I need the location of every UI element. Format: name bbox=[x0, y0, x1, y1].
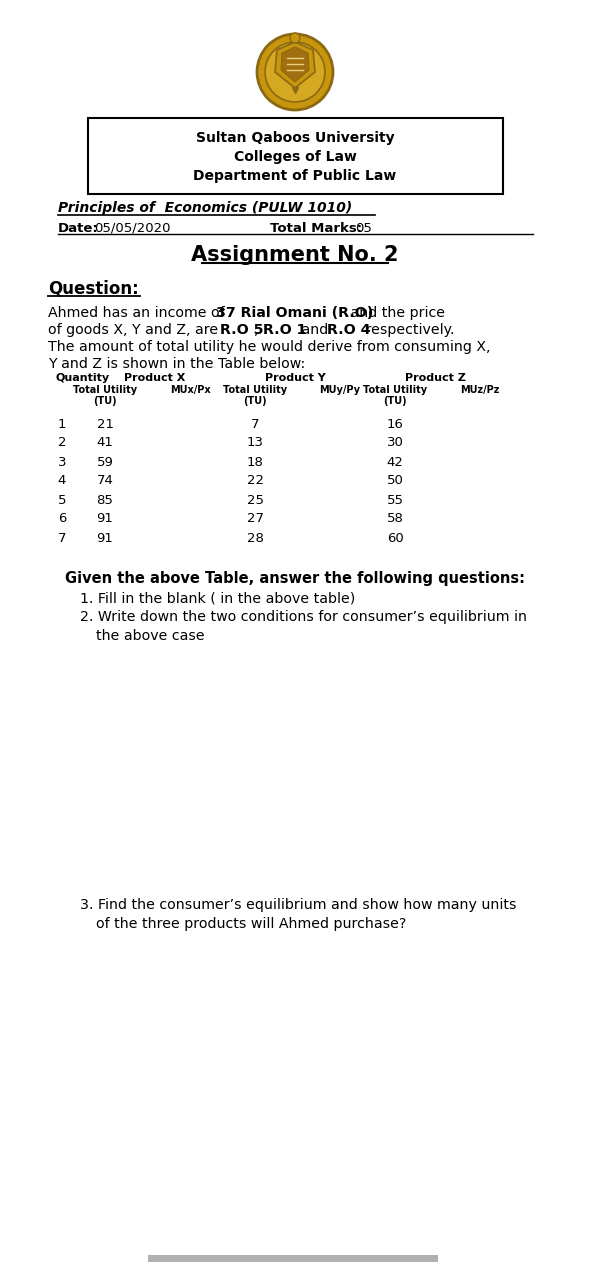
Text: 55: 55 bbox=[387, 494, 404, 507]
Text: 42: 42 bbox=[387, 456, 404, 468]
Text: 2. Write down the two conditions for consumer’s equilibrium in: 2. Write down the two conditions for con… bbox=[80, 611, 527, 623]
Text: and: and bbox=[297, 323, 333, 337]
Text: MUy/Py: MUy/Py bbox=[320, 385, 361, 396]
Text: 18: 18 bbox=[246, 456, 264, 468]
Text: R.O 5: R.O 5 bbox=[220, 323, 264, 337]
Text: 3. Find the consumer’s equilibrium and show how many units: 3. Find the consumer’s equilibrium and s… bbox=[80, 899, 517, 911]
Text: Total Utility: Total Utility bbox=[363, 385, 427, 396]
Text: 41: 41 bbox=[96, 436, 113, 449]
Text: 05/05/2020: 05/05/2020 bbox=[94, 221, 170, 234]
Text: 7: 7 bbox=[58, 531, 66, 544]
Text: 91: 91 bbox=[96, 512, 113, 526]
Text: 30: 30 bbox=[387, 436, 404, 449]
Bar bbox=[148, 1254, 438, 1262]
Polygon shape bbox=[281, 47, 309, 82]
Text: Ahmed has an income of: Ahmed has an income of bbox=[48, 306, 229, 320]
Text: The amount of total utility he would derive from consuming X,: The amount of total utility he would der… bbox=[48, 340, 491, 355]
Text: 7: 7 bbox=[251, 417, 259, 430]
Text: 60: 60 bbox=[387, 531, 404, 544]
Text: respectively.: respectively. bbox=[361, 323, 454, 337]
Text: MUz/Pz: MUz/Pz bbox=[460, 385, 499, 396]
Text: 27: 27 bbox=[246, 512, 264, 526]
Text: Department of Public Law: Department of Public Law bbox=[193, 169, 397, 183]
Text: (TU): (TU) bbox=[383, 396, 407, 406]
Text: 91: 91 bbox=[96, 531, 113, 544]
Text: Y and Z is shown in the Table below:: Y and Z is shown in the Table below: bbox=[48, 357, 305, 371]
Text: 58: 58 bbox=[387, 512, 404, 526]
Text: Total Utility: Total Utility bbox=[73, 385, 137, 396]
Text: Assignment No. 2: Assignment No. 2 bbox=[191, 244, 399, 265]
Text: the above case: the above case bbox=[96, 628, 204, 643]
Text: 74: 74 bbox=[96, 475, 113, 488]
Text: Given the above Table, answer the following questions:: Given the above Table, answer the follow… bbox=[65, 571, 525, 585]
Text: 22: 22 bbox=[246, 475, 264, 488]
Text: Principles of  Economics (PULW 1010): Principles of Economics (PULW 1010) bbox=[58, 201, 352, 215]
Text: 59: 59 bbox=[96, 456, 113, 468]
Text: 5: 5 bbox=[58, 494, 66, 507]
Text: 28: 28 bbox=[246, 531, 264, 544]
Text: 3: 3 bbox=[58, 456, 66, 468]
Text: 25: 25 bbox=[246, 494, 264, 507]
Text: of the three products will Ahmed purchase?: of the three products will Ahmed purchas… bbox=[96, 916, 407, 931]
Text: 05: 05 bbox=[355, 221, 372, 234]
Text: 21: 21 bbox=[96, 417, 113, 430]
Polygon shape bbox=[275, 42, 315, 88]
Text: 4: 4 bbox=[58, 475, 66, 488]
Text: ,: , bbox=[254, 323, 263, 337]
Text: Quantity: Quantity bbox=[55, 372, 109, 383]
Text: Product Z: Product Z bbox=[405, 372, 466, 383]
Text: R.O 4: R.O 4 bbox=[327, 323, 371, 337]
Text: Sultan Qaboos University: Sultan Qaboos University bbox=[196, 131, 394, 145]
Text: 37 Rial Omani (R.O): 37 Rial Omani (R.O) bbox=[216, 306, 374, 320]
Text: Total Utility: Total Utility bbox=[223, 385, 287, 396]
Circle shape bbox=[257, 35, 333, 110]
FancyBboxPatch shape bbox=[88, 118, 503, 195]
Text: R.O 1: R.O 1 bbox=[263, 323, 307, 337]
Text: and the price: and the price bbox=[346, 306, 445, 320]
Text: 85: 85 bbox=[96, 494, 113, 507]
Text: of goods X, Y and Z, are: of goods X, Y and Z, are bbox=[48, 323, 223, 337]
Text: Question:: Question: bbox=[48, 280, 139, 298]
Text: Total Marks:: Total Marks: bbox=[270, 221, 362, 234]
Text: 50: 50 bbox=[387, 475, 404, 488]
Text: 2: 2 bbox=[58, 436, 66, 449]
Circle shape bbox=[265, 42, 325, 102]
Text: (TU): (TU) bbox=[93, 396, 117, 406]
Text: Date:: Date: bbox=[58, 221, 99, 234]
Text: 1. Fill in the blank ( in the above table): 1. Fill in the blank ( in the above tabl… bbox=[80, 591, 355, 605]
Text: Product X: Product X bbox=[124, 372, 186, 383]
Text: MUx/Px: MUx/Px bbox=[170, 385, 210, 396]
Text: 1: 1 bbox=[58, 417, 66, 430]
Text: (TU): (TU) bbox=[243, 396, 267, 406]
Text: 16: 16 bbox=[387, 417, 404, 430]
Text: 13: 13 bbox=[246, 436, 264, 449]
Text: 6: 6 bbox=[58, 512, 66, 526]
Text: Colleges of Law: Colleges of Law bbox=[233, 150, 356, 164]
Text: Product Y: Product Y bbox=[265, 372, 326, 383]
Circle shape bbox=[290, 33, 300, 44]
